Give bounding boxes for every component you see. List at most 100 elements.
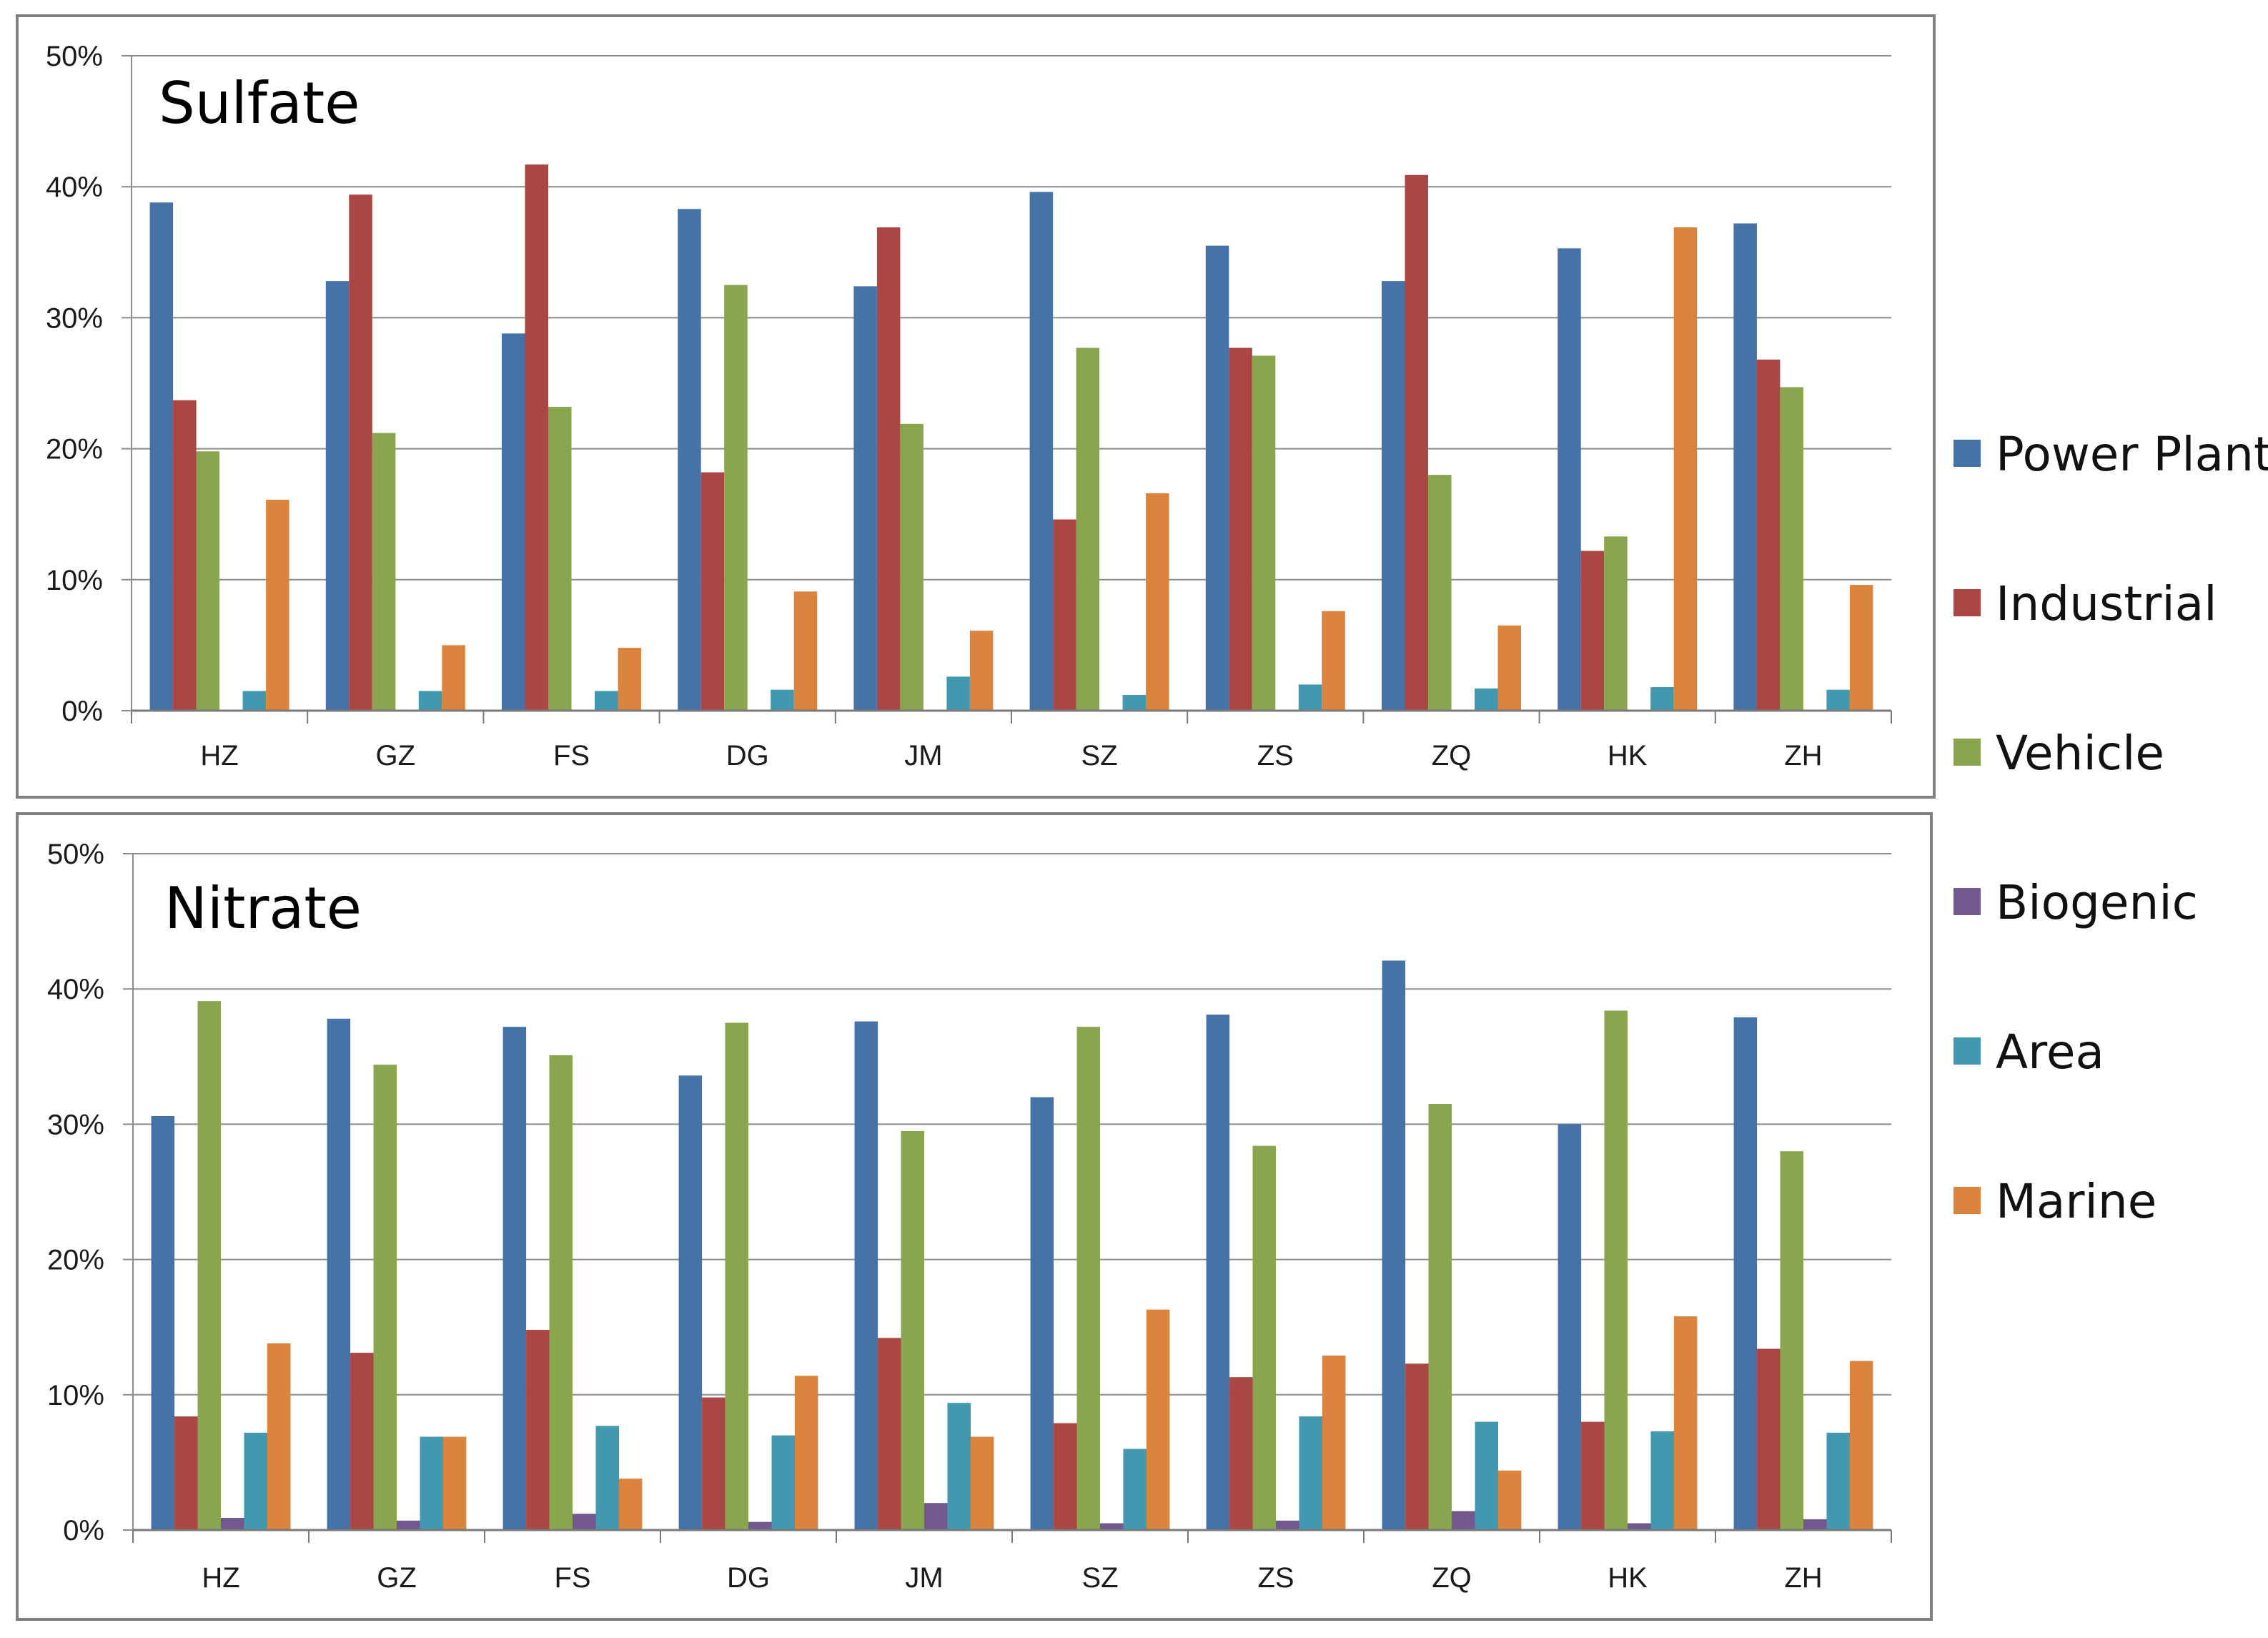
nitrate-bar-biogenic-zq bbox=[1452, 1511, 1475, 1530]
nitrate-bar-industrial-zq bbox=[1405, 1363, 1429, 1530]
nitrate-bar-area-zs bbox=[1299, 1416, 1322, 1530]
nitrate-bar-area-zh bbox=[1826, 1432, 1850, 1530]
nitrate-bar-power-plant-jm bbox=[854, 1021, 878, 1530]
nitrate-bar-power-plant-fs bbox=[502, 1027, 527, 1530]
sulfate-ytick-label: 30% bbox=[46, 302, 103, 334]
sulfate-bar-vehicle-sz bbox=[1076, 347, 1100, 711]
sulfate-bar-vehicle-jm bbox=[900, 423, 923, 711]
nitrate-bar-area-gz bbox=[420, 1436, 443, 1530]
nitrate-bar-vehicle-zh bbox=[1780, 1151, 1803, 1530]
nitrate-bar-biogenic-sz bbox=[1100, 1523, 1124, 1530]
sulfate-bar-marine-dg bbox=[793, 591, 818, 711]
sulfate-bar-marine-gz bbox=[442, 645, 465, 711]
sulfate-bar-industrial-sz bbox=[1053, 519, 1076, 711]
nitrate-bar-vehicle-fs bbox=[549, 1055, 573, 1530]
nitrate-bar-marine-zq bbox=[1497, 1470, 1522, 1530]
nitrate-ytick-label: 50% bbox=[47, 839, 104, 870]
sulfate-bar-power-plant-fs bbox=[502, 333, 525, 711]
sulfate-bar-vehicle-fs bbox=[548, 407, 572, 711]
nitrate-bar-area-hk bbox=[1650, 1431, 1674, 1530]
sulfate-xtick-label: ZS bbox=[1257, 740, 1294, 771]
sulfate-ytick-label: 20% bbox=[46, 434, 103, 465]
sulfate-chart-title: Sulfate bbox=[159, 70, 360, 137]
nitrate-bar-industrial-gz bbox=[350, 1353, 374, 1530]
sulfate-bar-industrial-fs bbox=[525, 164, 548, 711]
sulfate-xtick-label: ZQ bbox=[1432, 740, 1472, 771]
nitrate-xtick-label: GZ bbox=[377, 1562, 417, 1594]
sulfate-bar-vehicle-zq bbox=[1428, 475, 1452, 711]
nitrate-bar-area-zq bbox=[1475, 1421, 1498, 1530]
nitrate-bar-marine-jm bbox=[970, 1436, 994, 1530]
nitrate-xtick-label: ZQ bbox=[1432, 1562, 1472, 1594]
legend-label-biogenic: Biogenic bbox=[1996, 875, 2198, 930]
nitrate-bar-vehicle-hk bbox=[1604, 1010, 1628, 1530]
nitrate-bar-biogenic-hz bbox=[221, 1518, 244, 1530]
nitrate-chart-title: Nitrate bbox=[164, 875, 362, 942]
sulfate-bar-industrial-zq bbox=[1405, 174, 1428, 711]
sulfate-xtick-label: GZ bbox=[376, 740, 416, 771]
sulfate-bar-area-hz bbox=[242, 691, 267, 711]
sulfate-bar-power-plant-zq bbox=[1382, 281, 1405, 711]
sulfate-bar-power-plant-sz bbox=[1029, 192, 1054, 711]
nitrate-bar-biogenic-dg bbox=[748, 1521, 772, 1530]
sulfate-bar-marine-hz bbox=[266, 500, 289, 711]
nitrate-bar-marine-dg bbox=[794, 1376, 818, 1530]
nitrate-bar-industrial-hk bbox=[1581, 1421, 1605, 1530]
legend-swatch-vehicle bbox=[1953, 739, 1981, 766]
sulfate-bar-industrial-zs bbox=[1229, 347, 1252, 711]
nitrate-bar-marine-zh bbox=[1849, 1361, 1873, 1530]
nitrate-xtick-label: FS bbox=[554, 1562, 590, 1594]
nitrate-bar-power-plant-zs bbox=[1206, 1015, 1230, 1530]
nitrate-bar-industrial-dg bbox=[702, 1397, 726, 1530]
nitrate-bar-area-hz bbox=[244, 1432, 267, 1530]
sulfate-ytick-label: 10% bbox=[46, 565, 103, 596]
sulfate-bar-area-gz bbox=[418, 691, 442, 711]
sulfate-bar-vehicle-dg bbox=[724, 285, 748, 711]
nitrate-bar-vehicle-dg bbox=[725, 1022, 748, 1530]
sulfate-bar-area-hk bbox=[1650, 687, 1674, 711]
sulfate-bar-power-plant-zs bbox=[1205, 245, 1229, 711]
sulfate-xtick-label: HK bbox=[1608, 740, 1648, 771]
sulfate-bar-marine-zq bbox=[1497, 625, 1521, 711]
sulfate-bar-power-plant-hk bbox=[1558, 248, 1581, 711]
sulfate-bar-marine-jm bbox=[969, 631, 994, 711]
nitrate-bar-power-plant-zh bbox=[1733, 1017, 1758, 1530]
legend-swatch-power-plant bbox=[1953, 440, 1981, 467]
nitrate-bar-area-dg bbox=[771, 1435, 795, 1530]
legend-swatch-area bbox=[1953, 1037, 1981, 1065]
nitrate-bar-biogenic-zs bbox=[1276, 1520, 1299, 1530]
nitrate-bar-marine-hk bbox=[1673, 1316, 1698, 1530]
nitrate-bar-power-plant-zq bbox=[1382, 960, 1406, 1530]
sulfate-bar-area-zs bbox=[1298, 684, 1322, 711]
sulfate-chart: 0% 10% 20% 30% 40% 50% HZ GZ FS DG JM SZ ZS ZQ HK ZH bbox=[46, 41, 1892, 771]
nitrate-bar-marine-fs bbox=[618, 1479, 643, 1530]
nitrate-xtick-label: SZ bbox=[1081, 1562, 1118, 1594]
sulfate-bar-marine-zs bbox=[1322, 611, 1345, 711]
sulfate-bar-power-plant-hz bbox=[149, 202, 174, 711]
sulfate-bar-area-fs bbox=[595, 691, 618, 711]
sulfate-bar-industrial-hk bbox=[1580, 551, 1605, 711]
nitrate-bar-vehicle-sz bbox=[1076, 1027, 1100, 1530]
sulfate-bar-power-plant-zh bbox=[1733, 223, 1757, 711]
nitrate-bar-biogenic-jm bbox=[924, 1503, 948, 1530]
sulfate-bar-area-jm bbox=[946, 676, 970, 711]
sulfate-bar-industrial-dg bbox=[700, 472, 725, 711]
legend-label-vehicle: Vehicle bbox=[1996, 726, 2164, 781]
nitrate-ytick-label: 30% bbox=[47, 1109, 104, 1140]
nitrate-bar-power-plant-gz bbox=[327, 1018, 351, 1530]
nitrate-bar-vehicle-zs bbox=[1252, 1145, 1276, 1530]
nitrate-bar-power-plant-sz bbox=[1030, 1097, 1054, 1530]
legend-swatch-industrial bbox=[1953, 589, 1981, 616]
sulfate-bar-area-sz bbox=[1122, 695, 1147, 711]
sulfate-bar-vehicle-zs bbox=[1252, 355, 1276, 711]
sulfate-bar-industrial-jm bbox=[876, 227, 901, 711]
nitrate-bar-biogenic-zh bbox=[1803, 1519, 1827, 1530]
nitrate-bar-power-plant-dg bbox=[678, 1075, 703, 1530]
nitrate-bar-area-fs bbox=[595, 1426, 619, 1530]
nitrate-xtick-label: ZS bbox=[1257, 1562, 1294, 1594]
sulfate-xtick-label: ZH bbox=[1784, 740, 1822, 771]
nitrate-bar-power-plant-hz bbox=[151, 1116, 175, 1530]
nitrate-ytick-label: 40% bbox=[47, 974, 104, 1005]
sulfate-bar-marine-fs bbox=[618, 648, 641, 711]
